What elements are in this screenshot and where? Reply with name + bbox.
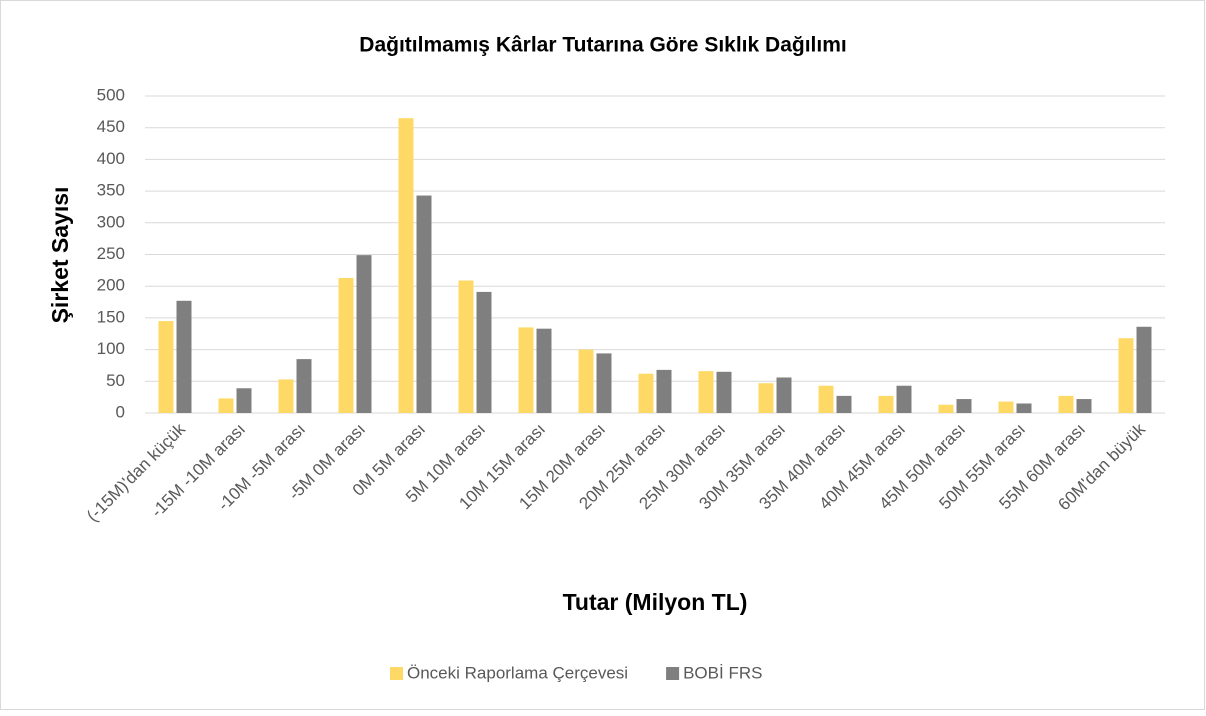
bar: [296, 359, 312, 413]
bar: [596, 353, 612, 413]
bar: [818, 385, 834, 413]
y-tick-label: 500: [97, 85, 125, 104]
bar: [536, 328, 552, 413]
bar: [638, 373, 654, 413]
bar: [836, 395, 852, 413]
bar: [1076, 399, 1092, 413]
bar: [716, 371, 732, 413]
y-tick-label: 300: [97, 212, 125, 231]
y-tick-label: 450: [97, 117, 125, 136]
bar: [956, 399, 972, 413]
chart-title: Dağıtılmamış Kârlar Tutarına Göre Sıklık…: [359, 34, 846, 57]
bar: [938, 404, 954, 413]
y-tick-label: 150: [97, 307, 125, 326]
y-axis-title: Şirket Sayısı: [47, 187, 73, 324]
bar: [578, 349, 594, 413]
bar: [356, 255, 372, 413]
bar: [998, 401, 1014, 413]
bar: [416, 195, 432, 413]
y-tick-label: 200: [97, 276, 125, 295]
legend-label: BOBİ FRS: [683, 663, 762, 682]
legend-swatch: [666, 667, 680, 680]
bar: [1118, 338, 1134, 413]
bar: [698, 371, 714, 413]
bar: [236, 388, 252, 413]
bar: [776, 377, 792, 413]
y-tick-label: 350: [97, 181, 125, 200]
legend-label: Önceki Raporlama Çerçevesi: [407, 663, 628, 682]
bar: [398, 118, 414, 413]
bar: [1136, 326, 1152, 413]
bar: [1058, 395, 1074, 413]
bar: [1016, 403, 1032, 413]
bar: [158, 321, 174, 413]
bar: [338, 277, 354, 413]
bar: [656, 369, 672, 413]
y-tick-label: 0: [116, 402, 125, 421]
y-tick-label: 100: [97, 339, 125, 358]
bar: [476, 291, 492, 413]
bar: [518, 327, 534, 413]
y-tick-label: 400: [97, 149, 125, 168]
x-axis-title: Tutar (Milyon TL): [563, 589, 748, 615]
y-tick-label: 50: [106, 371, 125, 390]
bar: [176, 300, 192, 413]
bar: [758, 383, 774, 413]
bar: [878, 395, 894, 413]
bar: [896, 385, 912, 413]
legend-swatch: [390, 667, 403, 680]
bar: [218, 398, 234, 413]
bar: [458, 280, 474, 413]
bar: [278, 379, 294, 413]
y-tick-label: 250: [97, 244, 125, 263]
